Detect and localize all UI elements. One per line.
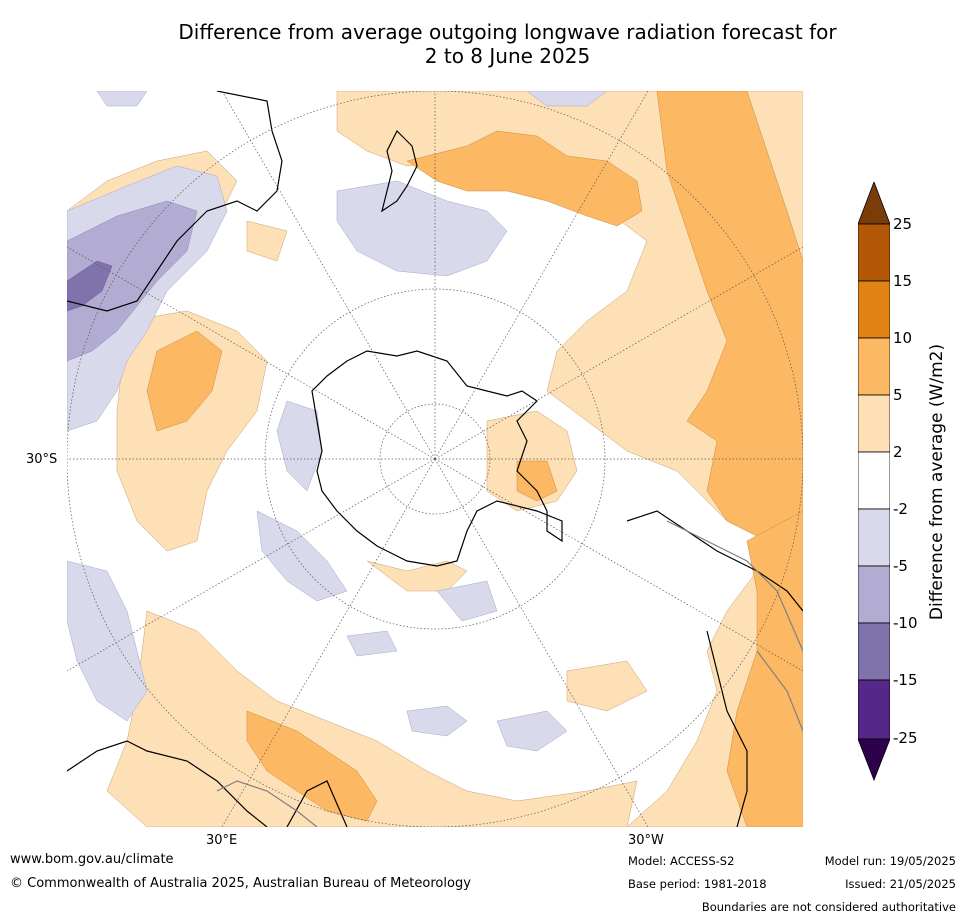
- colorbar-tick: -2: [893, 500, 908, 518]
- antarctica-coastline: [311, 350, 563, 567]
- title-line-2: 2 to 8 June 2025: [424, 44, 591, 68]
- base-period-text: Base period: 1981-2018: [628, 877, 767, 891]
- colorbar-bin: [858, 280, 890, 339]
- colorbar-over-triangle: [858, 182, 890, 225]
- colorbar-tick: 25: [893, 215, 913, 233]
- new-zealand-coastline: [381, 129, 418, 213]
- africa-coastline: [67, 740, 348, 827]
- map-svg: [67, 91, 803, 827]
- colorbar-tick: 5: [893, 386, 903, 404]
- issued-text: Issued: 21/05/2025: [845, 877, 956, 891]
- colorbar-bin: [858, 337, 890, 396]
- anomaly-minus-10-to-minus-15: [67, 260, 113, 312]
- chart-title: Difference from average outgoing longwav…: [0, 20, 965, 68]
- colorbar-bin: [858, 508, 890, 567]
- colorbar-bin: [858, 565, 890, 624]
- colorbar-tick: -5: [893, 557, 908, 575]
- colorbar-bin: [858, 394, 890, 453]
- lon-label-30e: 30°E: [206, 833, 238, 848]
- colorbar-tick: -15: [893, 671, 918, 689]
- polar-map: [67, 91, 803, 827]
- south-america-borders: [666, 520, 803, 732]
- colorbar-tick: -10: [893, 614, 918, 632]
- colorbar-tick: 2: [893, 443, 903, 461]
- colorbar: [858, 182, 890, 782]
- graticule: [67, 91, 803, 827]
- colorbar-bin: [858, 622, 890, 681]
- colorbar-tick: 10: [893, 329, 913, 347]
- australia-coastline: [67, 91, 283, 312]
- model-text: Model: ACCESS-S2: [628, 854, 735, 868]
- colorbar-bin: [858, 679, 890, 740]
- disclaimer-text: Boundaries are not considered authoritat…: [701, 900, 956, 914]
- colorbar-bin: [858, 223, 890, 282]
- colorbar-under-triangle: [858, 738, 890, 782]
- website-link[interactable]: www.bom.gov.au/climate: [10, 852, 174, 867]
- colorbar-tick: 15: [893, 272, 913, 290]
- colorbar-title: Difference from average (W/m2): [927, 343, 947, 621]
- model-run-text: Model run: 19/05/2025: [824, 854, 956, 868]
- south-america-coastline: [626, 510, 803, 827]
- colorbar-bin: [858, 451, 890, 510]
- africa-borders: [216, 780, 318, 827]
- colorbar-tick: -25: [893, 729, 918, 747]
- lat-label-30s: 30°S: [26, 452, 58, 467]
- anomaly-minus-5-to-minus-10: [67, 200, 198, 362]
- lon-label-30w: 30°W: [628, 833, 664, 848]
- title-line-1: Difference from average outgoing longwav…: [178, 20, 837, 44]
- copyright-text: © Commonwealth of Australia 2025, Austra…: [10, 876, 471, 891]
